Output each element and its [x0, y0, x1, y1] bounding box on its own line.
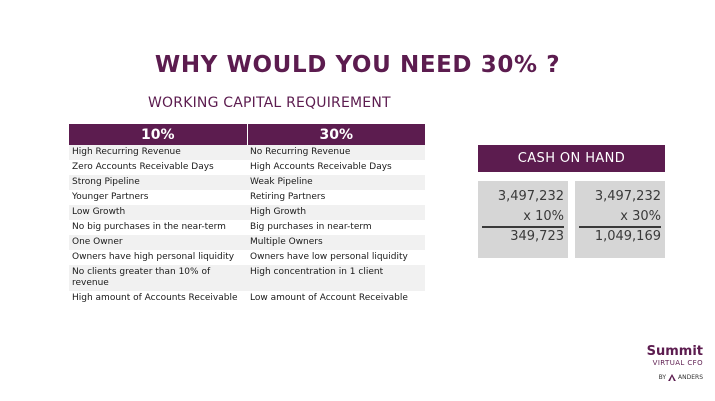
logo-subtitle: VIRTUAL CFO	[652, 359, 703, 367]
row-10-cell: No clients greater than 10% of revenue	[69, 265, 247, 291]
row-30-cell: Owners have low personal liquidity	[247, 250, 425, 265]
logo-brand: Summit	[646, 344, 703, 359]
calc-box-30-percent: 3,497,232 x 30% 1,049,169	[575, 181, 665, 258]
slide-title: WHY WOULD YOU NEED 30% ?	[154, 52, 561, 78]
table-row: Low Growth High Growth	[69, 205, 425, 220]
calc-result: 349,723	[510, 229, 564, 244]
row-30-cell: Multiple Owners	[247, 235, 425, 250]
row-30-cell: High concentration in 1 client	[247, 265, 425, 291]
calc-multiplier: x 30%	[620, 209, 661, 224]
row-30-cell: Weak Pipeline	[247, 175, 425, 190]
logo-byline: BY ANDERS	[659, 374, 703, 381]
row-10-cell: High Recurring Revenue	[69, 145, 247, 160]
row-10-cell: Younger Partners	[69, 190, 247, 205]
comparison-table: 10% 30% High Recurring Revenue No Recurr…	[69, 124, 425, 306]
logo-by: BY	[658, 374, 667, 381]
slide-subtitle: WORKING CAPITAL REQUIREMENT	[148, 95, 391, 111]
table-row: Owners have high personal liquidity Owne…	[69, 250, 425, 265]
row-10-cell: No big purchases in the near-term	[69, 220, 247, 235]
row-10-cell: One Owner	[69, 235, 247, 250]
calc-multiplier: x 10%	[523, 209, 564, 224]
table-row: No big purchases in the near-term Big pu…	[69, 220, 425, 235]
summit-logo: Summit VIRTUAL CFO BY ANDERS	[643, 344, 707, 384]
row-30-cell: High Accounts Receivable Days	[247, 160, 425, 175]
table-row: High amount of Accounts Receivable Low a…	[69, 291, 425, 306]
calc-base-value: 3,497,232	[497, 189, 564, 204]
table-row: High Recurring Revenue No Recurring Reve…	[69, 145, 425, 160]
calc-divider	[579, 226, 661, 228]
table-row: Younger Partners Retiring Partners	[69, 190, 425, 205]
table-row: No clients greater than 10% of revenue H…	[69, 265, 425, 291]
table-row: One Owner Multiple Owners	[69, 235, 425, 250]
calc-divider	[482, 226, 564, 228]
row-30-cell: Low amount of Account Receivable	[247, 291, 425, 306]
calc-base-value: 3,497,232	[594, 189, 661, 204]
row-30-cell: High Growth	[247, 205, 425, 220]
table-row: Strong Pipeline Weak Pipeline	[69, 175, 425, 190]
header-10-percent: 10%	[69, 124, 247, 145]
logo-partner: ANDERS	[678, 374, 703, 381]
row-30-cell: Retiring Partners	[247, 190, 425, 205]
row-10-cell: Zero Accounts Receivable Days	[69, 160, 247, 175]
comparison-header-row: 10% 30%	[69, 124, 425, 145]
calc-result: 1,049,169	[594, 229, 661, 244]
row-10-cell: Owners have high personal liquidity	[69, 250, 247, 265]
row-30-cell: Big purchases in near-term	[247, 220, 425, 235]
row-30-cell: No Recurring Revenue	[247, 145, 425, 160]
table-row: Zero Accounts Receivable Days High Accou…	[69, 160, 425, 175]
anders-icon	[668, 374, 676, 381]
row-10-cell: Strong Pipeline	[69, 175, 247, 190]
row-10-cell: High amount of Accounts Receivable	[69, 291, 247, 306]
header-30-percent: 30%	[246, 124, 425, 145]
row-10-cell: Low Growth	[69, 205, 247, 220]
calc-box-10-percent: 3,497,232 x 10% 349,723	[478, 181, 568, 258]
cash-on-hand-header: CASH ON HAND	[478, 145, 665, 172]
